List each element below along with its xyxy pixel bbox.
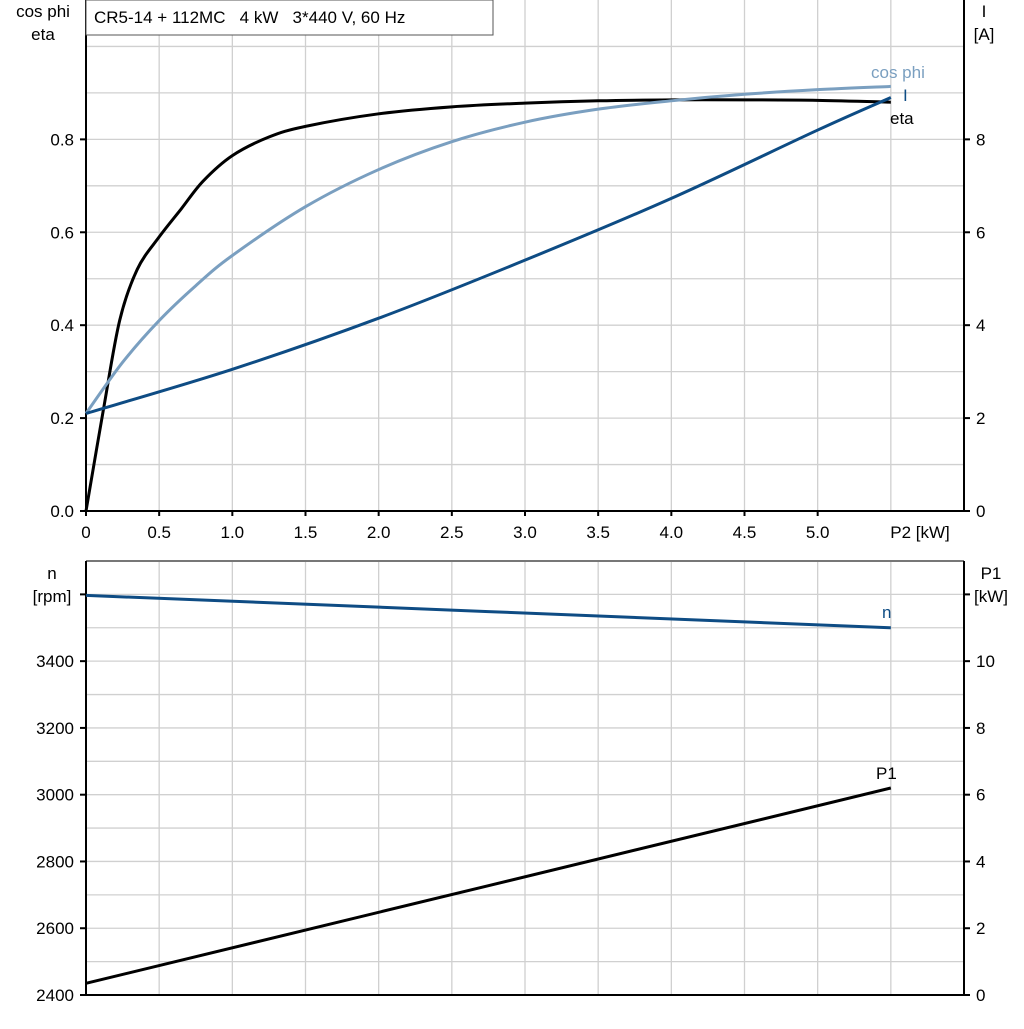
cosphi-series-label: cos phi: [871, 63, 925, 82]
grid-top: [86, 0, 964, 511]
grid-bottom: [86, 561, 964, 995]
x-tick-label: 0: [81, 523, 90, 542]
x-tick-label: 4.0: [660, 523, 684, 542]
y-right-tick-label: 2: [976, 919, 985, 938]
x-tick-label: 3.0: [513, 523, 537, 542]
y-left-tick-label: 2400: [36, 986, 74, 1005]
series-line-i: [85, 96, 892, 415]
n-series-label: n: [882, 603, 891, 622]
bot-left-ylabel-2: [rpm]: [33, 587, 72, 606]
y-left-tick-label: 0.6: [50, 223, 74, 242]
y-left-tick-label: 3200: [36, 719, 74, 738]
bot-right-ylabel-2: [kW]: [974, 587, 1008, 606]
chart-title: CR5-14 + 112MC 4 kW 3*440 V, 60 Hz: [94, 8, 405, 27]
bot-right-ylabel-1: P1: [981, 564, 1002, 583]
x-tick-label: 2.5: [440, 523, 464, 542]
series-line-eta: [84, 98, 891, 512]
eta-series-label: eta: [890, 109, 914, 128]
x-tick-label: 2.0: [367, 523, 391, 542]
y-right-tick-label: 8: [976, 719, 985, 738]
x-tick-label: 5.0: [806, 523, 830, 542]
y-left-tick-label: 2600: [36, 919, 74, 938]
y-right-tick-label: 6: [976, 223, 985, 242]
p1-series-label: P1: [876, 764, 897, 783]
y-right-tick-label: 4: [976, 852, 985, 871]
current-series-label: I: [903, 86, 908, 105]
y-left-tick-label: 0.0: [50, 502, 74, 521]
x-tick-label: 1.5: [294, 523, 318, 542]
x-tick-label: 4.5: [733, 523, 757, 542]
top-left-ylabel-2: eta: [31, 25, 55, 44]
series: [84, 84, 892, 985]
x-tick-label: 3.5: [586, 523, 610, 542]
tick-labels: 0.0 0.2 0.4 0.6 0.8 0 2 4 6 8 0 0.5 1.0 1.5 2.0 2.5 3.0 3…: [36, 130, 995, 1005]
x-tick-label: 0.5: [147, 523, 171, 542]
bot-left-ylabel-1: n: [47, 564, 56, 583]
series-line-p1: [85, 786, 892, 985]
top-right-ylabel-2: [A]: [974, 25, 995, 44]
axes: [80, 0, 970, 996]
y-left-tick-label: 0.8: [50, 130, 74, 149]
y-right-tick-label: 4: [976, 316, 985, 335]
y-left-tick-label: 3000: [36, 786, 74, 805]
y-right-tick-label: 2: [976, 409, 985, 428]
title-box: [85, 0, 494, 36]
series-line-n: [85, 593, 891, 630]
x-axis-label: P2 [kW]: [890, 523, 950, 542]
y-left-tick-label: 0.2: [50, 409, 74, 428]
y-left-tick-label: 2800: [36, 852, 74, 871]
x-tick-label: 1.0: [221, 523, 245, 542]
y-right-tick-label: 6: [976, 786, 985, 805]
top-left-ylabel-1: cos phi: [16, 2, 70, 21]
y-left-tick-label: 0.4: [50, 316, 74, 335]
y-right-tick-label: 0: [976, 986, 985, 1005]
top-right-ylabel-1: I: [982, 2, 987, 21]
series-line-cos-phi: [84, 84, 891, 415]
y-left-tick-label: 3400: [36, 652, 74, 671]
y-right-tick-label: 10: [976, 652, 995, 671]
y-right-tick-label: 0: [976, 502, 985, 521]
y-right-tick-label: 8: [976, 130, 985, 149]
